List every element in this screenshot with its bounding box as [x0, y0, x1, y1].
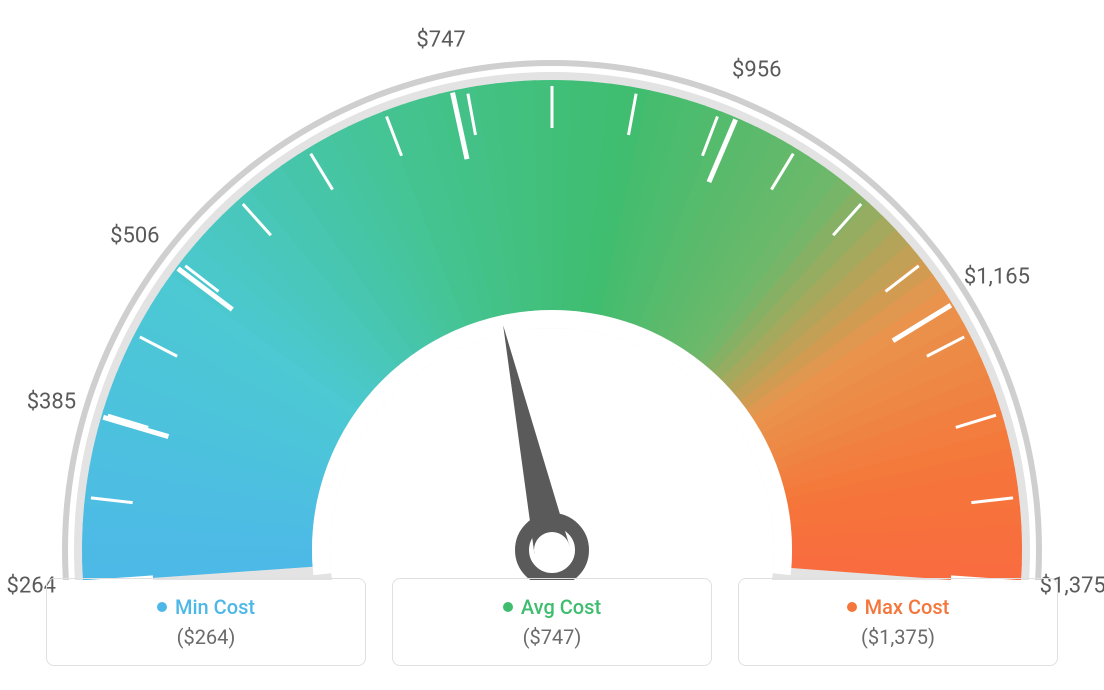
dot-min	[157, 602, 167, 612]
legend-label-text-avg: Avg Cost	[521, 595, 601, 619]
legend-label-min: Min Cost	[157, 595, 255, 619]
gauge-svg	[32, 40, 1072, 580]
legend-value-avg: ($747)	[523, 625, 582, 649]
gauge-tick-label: $747	[416, 27, 465, 52]
legend-card-avg: Avg Cost ($747)	[392, 578, 712, 666]
gauge-chart: $264$385$506$747$956$1,165$1,375	[32, 40, 1072, 560]
legend-card-min: Min Cost ($264)	[46, 578, 366, 666]
legend-label-text-min: Min Cost	[175, 595, 255, 619]
legend-label-text-max: Max Cost	[865, 595, 950, 619]
gauge-tick-label: $506	[110, 224, 159, 249]
dot-max	[847, 602, 857, 612]
gauge-hub-inner	[534, 532, 570, 568]
gauge-tick-label: $1,165	[964, 264, 1030, 289]
legend-label-avg: Avg Cost	[503, 595, 601, 619]
legend-row: Min Cost ($264) Avg Cost ($747) Max Cost…	[46, 578, 1058, 666]
gauge-tick-label: $385	[27, 389, 76, 414]
legend-card-max: Max Cost ($1,375)	[738, 578, 1058, 666]
dot-avg	[503, 602, 513, 612]
legend-value-min: ($264)	[177, 625, 236, 649]
gauge-tick-label: $956	[732, 57, 781, 82]
legend-label-max: Max Cost	[847, 595, 950, 619]
legend-value-max: ($1,375)	[861, 625, 935, 649]
